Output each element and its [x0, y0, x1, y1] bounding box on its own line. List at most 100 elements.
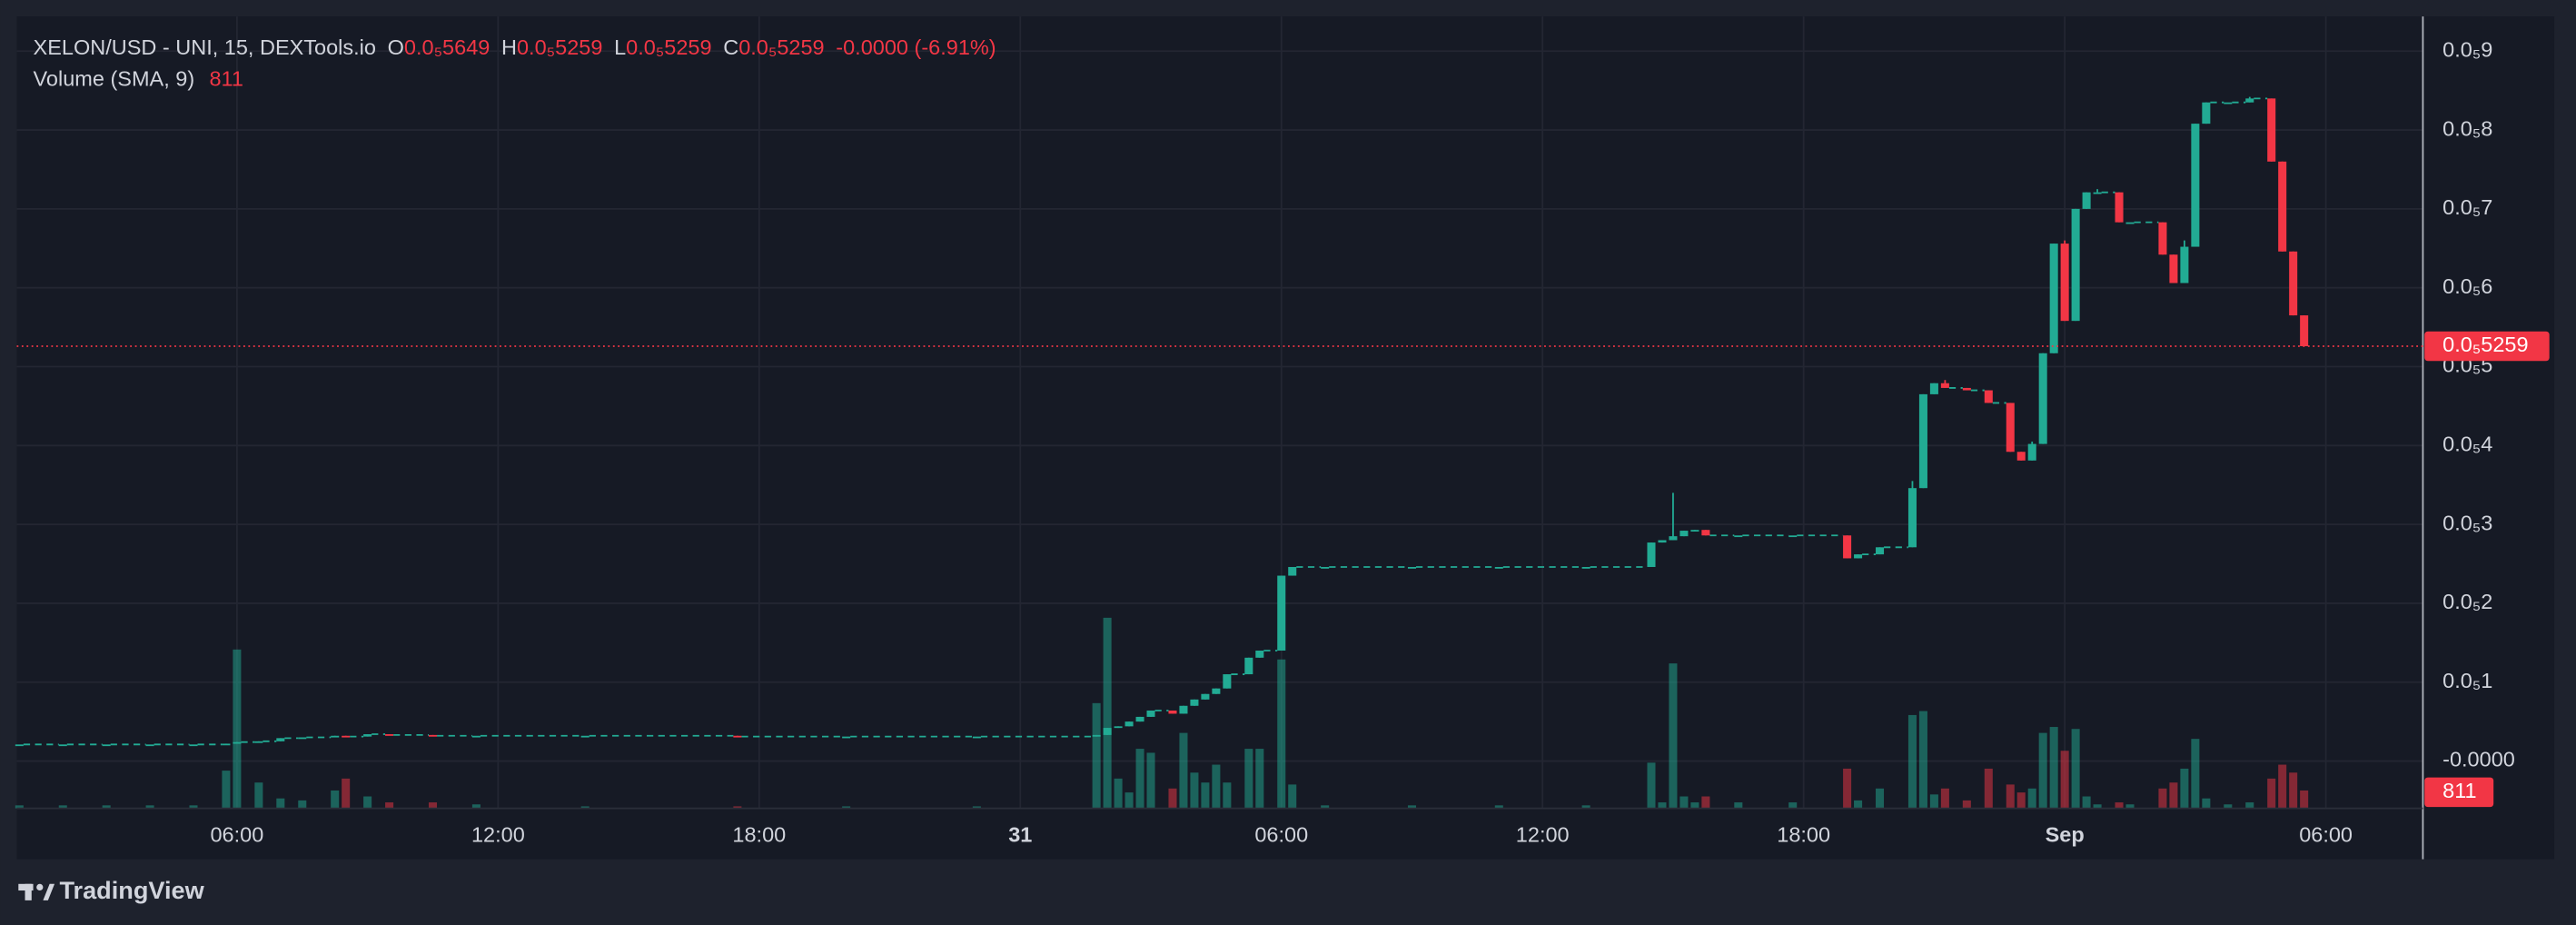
volume-bar [1114, 778, 1123, 809]
y-tick-label: 0.0₅7 [2442, 195, 2492, 219]
candle-body [1114, 726, 1123, 729]
candle-body [2027, 443, 2036, 461]
chart-panel [16, 16, 2555, 860]
volume-bar [1321, 805, 1330, 809]
candle-body [1647, 542, 1656, 567]
volume-bar [189, 805, 198, 809]
x-tick-label: 18:00 [1777, 823, 1830, 847]
volume-bar [2267, 778, 2276, 809]
candle-body [254, 741, 263, 743]
candle-body [1103, 728, 1112, 735]
candle-body [1212, 688, 1221, 694]
volume-bar [2300, 790, 2309, 809]
candle-body [363, 734, 372, 737]
volume-bar [1788, 802, 1798, 809]
candle-body [842, 736, 851, 739]
candle-body [2082, 192, 2091, 209]
candle-body [1092, 734, 1101, 737]
y-tick-label: -0.0000 [2442, 748, 2515, 771]
volume-bar [2125, 804, 2135, 809]
volume-bar [1244, 749, 1253, 809]
last-price-label: 0.0₅5259 [2442, 333, 2528, 356]
volume-pane [15, 617, 2309, 809]
volume-bar [2115, 802, 2124, 809]
volume-bar [15, 805, 24, 809]
volume-bar [1907, 714, 1917, 809]
volume-bar [972, 806, 981, 809]
volume-bar [2191, 739, 2200, 809]
candle-body [1843, 535, 1852, 559]
change: -0.0000 (-6.91%) [836, 35, 996, 59]
volume-bar [2038, 732, 2047, 809]
volume-bar [1146, 752, 1155, 809]
candle-body [428, 734, 438, 737]
volume-bar [58, 805, 67, 809]
candle-body [2006, 403, 2015, 453]
candle-body [189, 744, 198, 747]
candle-body [1690, 530, 1699, 532]
volume-bar [1494, 805, 1503, 809]
volume-bar [102, 805, 111, 809]
candle-body [1929, 383, 1938, 394]
volume-bar [2093, 804, 2102, 809]
candle-body [298, 737, 307, 740]
candle-body [2071, 208, 2080, 322]
last-price-badge [2424, 331, 2550, 362]
volume-bar [1984, 768, 1993, 809]
candle-body [1244, 657, 1253, 675]
volume-bar [2082, 796, 2091, 809]
axes: -0.00000.0₅10.0₅20.0₅30.0₅40.0₅50.0₅60.0… [16, 37, 2550, 847]
candle-body [2191, 124, 2200, 247]
volume-bar [1125, 792, 1134, 809]
volume-bar [1212, 764, 1221, 809]
x-tick-label: 12:00 [1516, 823, 1570, 847]
volume-sma-label: 811 [2442, 779, 2476, 802]
volume-bar [2060, 751, 2069, 809]
volume-bar [298, 800, 307, 809]
volume-bar [1669, 663, 1678, 809]
candle-body [471, 735, 481, 738]
volume-bar [471, 804, 481, 809]
candle-body [2093, 192, 2102, 194]
volume-bar [276, 798, 285, 809]
ohlc-key: H [501, 35, 517, 59]
volume-bar [1679, 796, 1689, 809]
volume-bar [2071, 729, 2080, 809]
candle-body [222, 743, 231, 746]
volume-bar [1876, 788, 1885, 809]
candle-body [2049, 244, 2058, 353]
volume-bar [1168, 788, 1177, 809]
candle-body [1734, 535, 1743, 538]
volume-legend: Volume (SMA, 9) [34, 67, 195, 91]
candle-body [1190, 699, 1199, 706]
candle-body [1201, 693, 1210, 700]
candle-body [1288, 566, 1297, 576]
volume-bar [1223, 782, 1232, 809]
volume-bar [1190, 772, 1199, 809]
symbol-title: XELON/USD - UNI, 15, DEXTools.io [34, 35, 376, 59]
candle-body [233, 741, 242, 744]
ohlc-key: C [723, 35, 738, 59]
y-tick-label: 0.0₅1 [2442, 669, 2492, 692]
legend: XELON/USD - UNI, 15, DEXTools.io O0.0₅564… [34, 35, 996, 90]
volume-bar [1734, 802, 1743, 809]
volume-bar [363, 796, 372, 809]
ohlc-value: 0.0₅5259 [738, 35, 824, 59]
x-tick-label: Sep [2046, 823, 2085, 847]
ohlc-value: 0.0₅5649 [404, 35, 490, 59]
volume-bar [1940, 788, 1949, 809]
candle-body [2158, 222, 2167, 255]
candle-body [102, 744, 111, 747]
volume-bar [2169, 782, 2178, 809]
x-tick-label: 06:00 [1254, 823, 1308, 847]
candle-body [2224, 102, 2233, 104]
candle-body [2016, 452, 2026, 461]
volume-bar [2245, 802, 2254, 809]
candle-body [2267, 98, 2276, 162]
volume-bar [733, 806, 742, 809]
candle-body [1962, 387, 1971, 391]
candle-body [1277, 575, 1286, 651]
volume-sma-value: 811 [209, 67, 243, 91]
volume-bar [1288, 784, 1297, 809]
